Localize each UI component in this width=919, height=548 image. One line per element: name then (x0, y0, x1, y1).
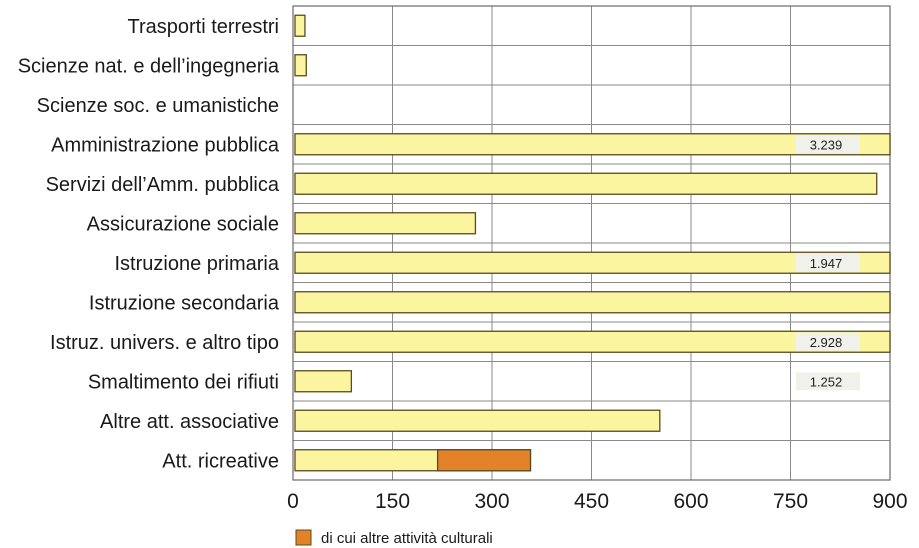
value-label: 1.252 (810, 374, 843, 389)
x-tick-label: 750 (773, 490, 808, 513)
grid (292, 5, 891, 481)
bar (294, 14, 306, 37)
value-label-box (796, 372, 860, 391)
category-labels: Trasporti terrestri Scienze nat. e dell’i… (18, 16, 280, 473)
bar (294, 133, 891, 156)
value-label-box (796, 332, 860, 351)
subset-bar (436, 449, 532, 472)
bar (294, 409, 661, 432)
x-tick-label: 300 (474, 490, 509, 513)
value-label: 1.947 (810, 256, 843, 271)
bar (294, 54, 307, 77)
bar (294, 172, 878, 195)
category-label: Istruzione secondaria (89, 292, 280, 314)
category-label: Smaltimento dei rifiuti (88, 371, 279, 393)
legend: di cui altre attività culturali (295, 529, 493, 547)
category-label: Att. ricreative (162, 450, 279, 472)
category-label: Istruzione primaria (114, 253, 279, 275)
x-tick-label: 150 (375, 490, 410, 513)
value-label-box (796, 135, 860, 154)
x-tick-label: 0 (287, 490, 299, 513)
bar (294, 370, 353, 393)
value-label-box (796, 253, 860, 272)
bars: 3.239 1.947 2.928 1.252 (294, 14, 891, 472)
category-label: Scienze soc. e umanistiche (37, 95, 279, 117)
category-label: Altre att. associative (100, 411, 279, 433)
category-label: Assicurazione sociale (87, 213, 279, 235)
bar (294, 212, 477, 235)
value-label: 2.928 (810, 335, 843, 350)
value-label: 3.239 (810, 137, 843, 152)
bar (294, 291, 891, 314)
category-label: Servizi dell’Amm. pubblica (46, 174, 280, 196)
legend-swatch (295, 529, 312, 546)
x-tick-label: 600 (673, 490, 708, 513)
legend-label: di cui altre attività culturali (321, 530, 493, 547)
x-tick-labels: 0 150 300 450 600 750 900 (287, 490, 907, 513)
category-label: Istruz. univers. e altro tipo (50, 332, 279, 354)
category-label: Trasporti terrestri (127, 16, 279, 38)
x-tick-label: 450 (574, 490, 609, 513)
x-tick-label: 900 (872, 490, 907, 513)
bar (294, 330, 891, 353)
bar (294, 251, 891, 274)
category-label: Scienze nat. e dell’ingegneria (18, 55, 280, 77)
plot-frame (292, 5, 891, 481)
category-label: Amministrazione pubblica (51, 134, 280, 156)
